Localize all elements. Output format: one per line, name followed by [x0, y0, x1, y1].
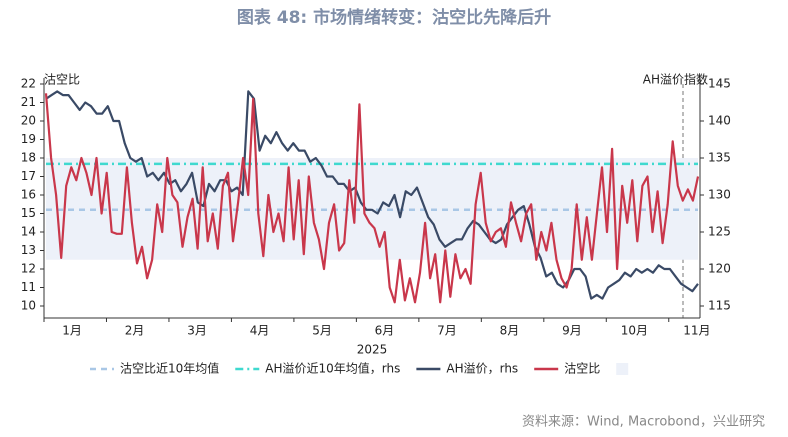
- x-axis-label: 2025: [357, 343, 388, 357]
- legend-label: AH溢价近10年均值，rhs: [265, 361, 400, 376]
- y2-tick-label: 145: [708, 77, 731, 91]
- y-tick-label: 14: [21, 225, 36, 239]
- y-tick-label: 22: [21, 77, 36, 91]
- y2-tick-label: 140: [708, 114, 731, 128]
- y2-tick-label: 120: [708, 262, 731, 276]
- legend-label: AH溢价，rhs: [446, 362, 518, 376]
- x-tick-label: 5月: [312, 324, 332, 338]
- x-tick-label: 6月: [375, 324, 395, 338]
- y-tick-label: 10: [21, 299, 36, 313]
- y2-tick-label: 135: [708, 151, 731, 165]
- x-tick-label: 9月: [562, 324, 582, 338]
- y-tick-label: 12: [21, 262, 36, 276]
- chart-title: 图表 48: 市场情绪转变：沽空比先降后升: [237, 7, 551, 28]
- x-tick-label: 3月: [187, 324, 207, 338]
- y-tick-label: 17: [21, 169, 36, 183]
- y2-tick-label: 125: [708, 225, 731, 239]
- x-tick-label: 2月: [125, 324, 145, 338]
- y-tick-label: 19: [21, 132, 36, 146]
- y-tick-label: 16: [21, 188, 36, 202]
- source: 资料来源：Wind, Macrobond，兴业研究: [522, 415, 765, 430]
- left-axis-label: 沽空比: [44, 73, 80, 87]
- x-tick-label: 8月: [500, 324, 520, 338]
- legend-label: 沽空比近10年均值: [120, 361, 219, 376]
- y-tick-label: 18: [21, 151, 36, 165]
- x-tick-label: 7月: [437, 324, 457, 338]
- y2-tick-label: 130: [708, 188, 731, 202]
- right-axis-label: AH溢价指数: [643, 72, 708, 87]
- y-tick-label: 13: [21, 243, 36, 257]
- y-tick-label: 21: [21, 95, 36, 109]
- legend-swatch: [616, 363, 629, 375]
- y-tick-label: 15: [21, 206, 36, 220]
- x-tick-label: 4月: [250, 324, 270, 338]
- series-line: [45, 90, 699, 300]
- y-tick-label: 11: [21, 280, 36, 294]
- x-tick-label: 11月: [683, 324, 710, 338]
- y2-tick-label: 115: [708, 299, 731, 313]
- series-line: [44, 93, 700, 304]
- x-tick-label: 1月: [62, 324, 82, 338]
- legend-label: 沽空比: [564, 362, 600, 376]
- y-tick-label: 20: [21, 114, 36, 128]
- x-tick-label: 10月: [621, 324, 648, 338]
